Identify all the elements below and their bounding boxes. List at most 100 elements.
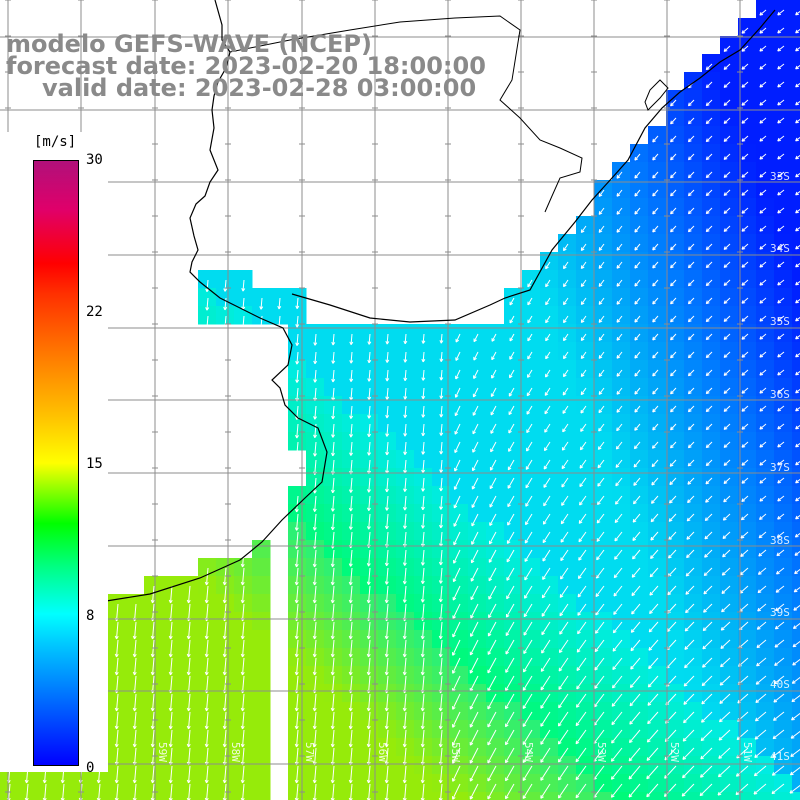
ocean-cell [378, 414, 397, 433]
ocean-cell [522, 396, 541, 415]
wind-arrow [777, 495, 785, 502]
wind-arrow [562, 387, 569, 396]
ocean-cell [450, 414, 469, 433]
ocean-cell [360, 522, 379, 541]
wind-arrow [505, 765, 515, 782]
ocean-cell [468, 630, 487, 649]
ocean-cell [702, 702, 721, 721]
wind-arrow [562, 423, 569, 433]
ocean-cell [738, 612, 757, 631]
wind-arrow [705, 495, 713, 503]
wind-arrow [576, 639, 587, 653]
ocean-cell [414, 702, 433, 721]
ocean-cell [576, 792, 595, 800]
ocean-cell [522, 486, 541, 505]
wind-arrow [420, 765, 425, 784]
wind-arrow [741, 441, 749, 448]
wind-arrow [741, 153, 749, 160]
ocean-cell [774, 0, 793, 19]
wind-arrow [579, 477, 587, 488]
ocean-cell [738, 684, 757, 703]
wind-arrow [628, 783, 641, 798]
wind-arrow [670, 207, 677, 215]
wind-arrow [366, 711, 371, 730]
ocean-cell [630, 180, 649, 199]
wind-arrow [720, 639, 731, 649]
ocean-cell [720, 630, 739, 649]
wind-arrow [795, 388, 800, 394]
ocean-cell [234, 558, 253, 577]
wind-arrow [295, 423, 299, 439]
ocean-cell [720, 216, 739, 235]
ocean-cell [486, 666, 505, 685]
ocean-cell [198, 558, 217, 577]
ocean-cell [666, 684, 685, 703]
ocean-cell [612, 702, 631, 721]
wind-arrow [705, 441, 713, 449]
ocean-cell [612, 234, 631, 253]
ocean-cell [720, 90, 739, 109]
wind-arrow [646, 783, 659, 798]
wind-arrow [367, 405, 372, 419]
wind-arrow [652, 351, 659, 359]
ocean-cell [792, 306, 800, 325]
ocean-cell [756, 270, 775, 289]
wind-arrow [186, 711, 191, 730]
wind-arrow [525, 459, 533, 470]
wind-arrow [330, 729, 335, 748]
wind-arrow [702, 657, 713, 668]
wind-arrow [793, 586, 800, 593]
wind-arrow [758, 549, 767, 557]
wind-arrow [523, 621, 533, 636]
wind-arrow [795, 316, 800, 322]
ocean-cell [594, 450, 613, 469]
colorbar-tick-30: 30 [86, 152, 103, 168]
wind-arrow [685, 585, 695, 595]
wind-arrow [741, 477, 749, 484]
wind-arrow [132, 711, 137, 730]
ocean-cell [522, 756, 541, 775]
wind-arrow [578, 531, 587, 543]
wind-arrow [580, 351, 587, 359]
wind-arrow [741, 369, 749, 376]
ocean-cell [720, 522, 739, 541]
wind-arrow [757, 567, 767, 575]
ocean-cell [666, 450, 685, 469]
ocean-cell [576, 486, 595, 505]
wind-arrow [488, 549, 497, 563]
ocean-cell [738, 414, 757, 433]
ocean-cell [144, 738, 163, 757]
wind-arrow [718, 747, 731, 759]
ocean-cell [486, 702, 505, 721]
wind-arrow [439, 477, 444, 492]
ocean-cell [720, 558, 739, 577]
wind-arrow [596, 513, 605, 524]
ocean-cell [576, 720, 595, 739]
ocean-cell [630, 774, 649, 793]
ocean-cell [648, 378, 667, 397]
ocean-cell [666, 540, 685, 559]
ocean-cell [414, 342, 433, 361]
ocean-cell [774, 144, 793, 163]
coastline [0, 0, 328, 629]
ocean-cell [720, 756, 739, 775]
wind-arrow [684, 657, 695, 669]
ocean-cell [504, 486, 523, 505]
ocean-cell [306, 666, 325, 685]
wind-arrow [454, 387, 461, 398]
ocean-cell [594, 180, 613, 199]
ocean-cell [306, 504, 325, 523]
ocean-cell [702, 576, 721, 595]
wind-arrow [330, 549, 335, 568]
wind-arrow [629, 711, 641, 725]
ocean-cell [594, 378, 613, 397]
colorbar-tick-15: 15 [86, 456, 103, 472]
ocean-cell [360, 414, 379, 433]
wind-arrow [560, 567, 569, 580]
ocean-cell [684, 144, 703, 163]
ocean-cell [612, 792, 631, 800]
wind-arrow [470, 621, 479, 637]
wind-arrow [527, 369, 533, 378]
ocean-cell [234, 576, 253, 595]
ocean-cell [378, 684, 397, 703]
